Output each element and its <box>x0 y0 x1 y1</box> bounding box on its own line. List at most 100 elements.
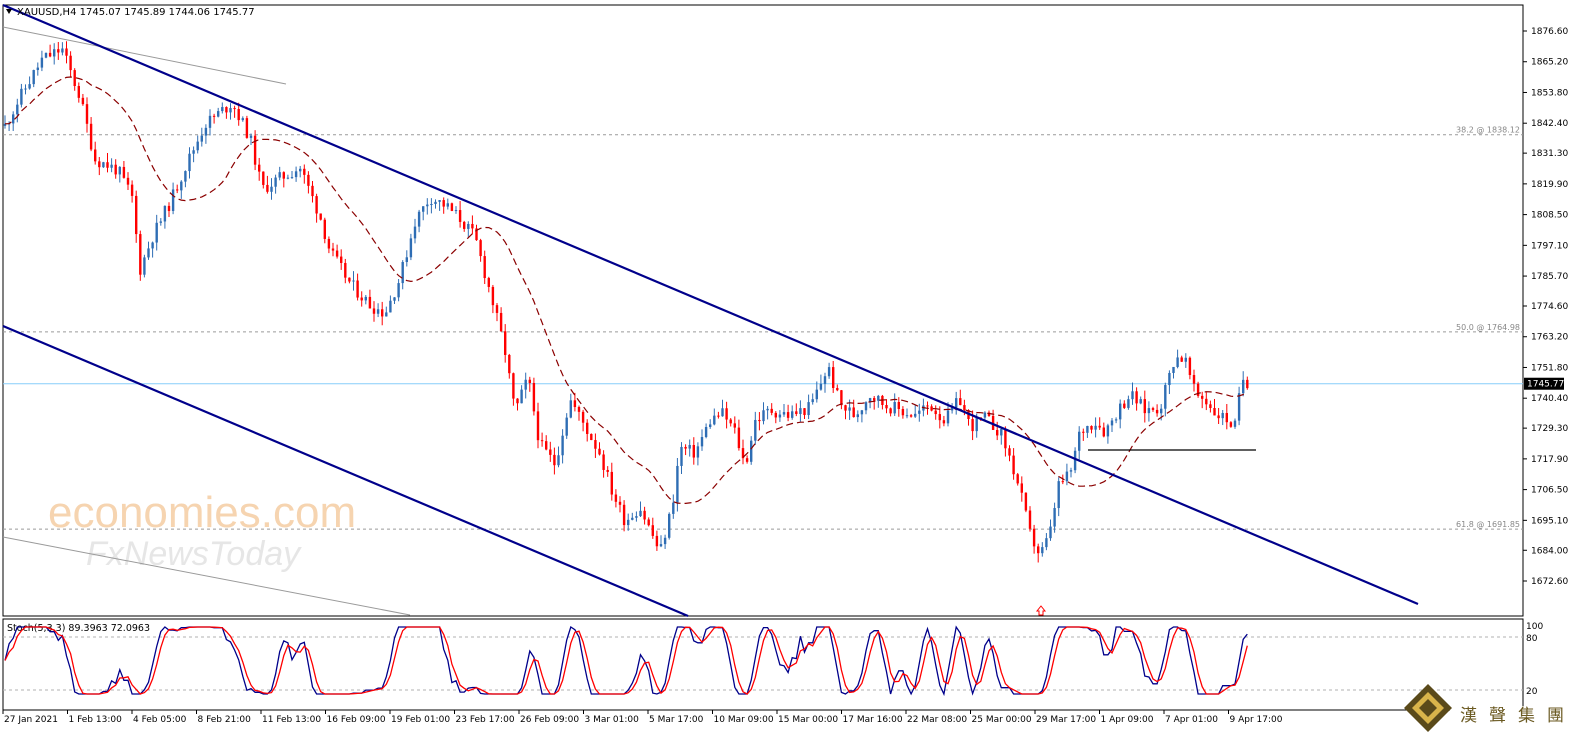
candle-body <box>401 262 404 284</box>
candle-body <box>627 519 630 526</box>
candle-body <box>335 250 339 257</box>
candle-body <box>422 206 425 212</box>
candle-body <box>614 494 618 502</box>
candle-body <box>413 226 417 239</box>
candle-body <box>114 164 117 175</box>
candle-body <box>102 162 105 168</box>
fib-level-label: 50.0 @ 1764.98 <box>1456 323 1520 332</box>
candle-body <box>106 162 109 168</box>
candle-body <box>495 305 499 313</box>
candle-body <box>65 48 68 56</box>
candle-body <box>971 419 974 432</box>
channel-upper-line[interactable] <box>2 3 1419 606</box>
candle-body <box>987 412 991 416</box>
candle-body <box>1123 403 1126 408</box>
candle-body <box>229 108 232 113</box>
candle-body <box>573 400 577 408</box>
candle-body <box>635 516 638 518</box>
candle-body <box>1020 483 1023 493</box>
candle-body <box>1184 357 1187 362</box>
candle-body <box>135 195 138 235</box>
candle-body <box>844 405 847 411</box>
price-tick-label: 1797.10 <box>1531 241 1568 251</box>
candle-body <box>1098 425 1101 428</box>
candle-body <box>897 402 900 409</box>
time-tick-label: 16 Feb 09:00 <box>327 715 386 725</box>
up-arrow-icon <box>1035 605 1047 616</box>
candle-body <box>807 402 810 416</box>
price-tick-label: 1706.50 <box>1531 486 1568 496</box>
candle-body <box>557 455 560 466</box>
time-tick-label: 22 Mar 08:00 <box>907 715 967 725</box>
candle-body <box>61 48 64 53</box>
triangle-down-icon[interactable] <box>6 9 12 14</box>
candle-body <box>1151 408 1155 410</box>
candle-body <box>196 141 199 151</box>
candle-body <box>545 441 548 450</box>
candle-body <box>397 283 400 298</box>
candle-body <box>499 312 503 332</box>
candle-body <box>1205 398 1208 405</box>
candle-body <box>1012 455 1015 475</box>
candle-body <box>651 525 654 536</box>
candle-body <box>1045 538 1048 548</box>
price-tick-label: 1876.60 <box>1531 27 1568 37</box>
candle-body <box>622 504 626 526</box>
candle-body <box>266 184 269 192</box>
candle-body <box>508 354 511 374</box>
time-tick-label: 1 Feb 13:00 <box>69 715 123 725</box>
candlestick-series <box>3 41 1249 563</box>
candle-body <box>1196 383 1200 396</box>
candle-body <box>873 398 876 401</box>
candle-body <box>553 454 556 466</box>
diamond-logo-icon <box>1404 684 1452 732</box>
candle-body <box>167 205 171 212</box>
time-tick-label: 19 Feb 01:00 <box>391 715 450 725</box>
candle-body <box>417 211 421 227</box>
candle-body <box>696 446 700 458</box>
candle-body <box>393 297 396 301</box>
candle-body <box>340 256 343 263</box>
time-tick-label: 23 Feb 17:00 <box>456 715 515 725</box>
candle-body <box>32 70 35 85</box>
channel-lower-line[interactable] <box>2 324 689 618</box>
candle-body <box>721 408 724 417</box>
candle-body <box>791 411 794 418</box>
candle-body <box>864 402 868 411</box>
candle-body <box>758 419 761 422</box>
brand-logo: 漢聲集團 <box>1404 684 1596 743</box>
candle-body <box>487 278 490 287</box>
candle-body <box>327 238 331 249</box>
candle-body <box>926 405 929 407</box>
candle-body <box>561 435 564 456</box>
candle-body <box>438 200 441 202</box>
candle-body <box>81 97 85 105</box>
candle-body <box>225 107 228 113</box>
grey-trendline-lower <box>2 536 411 616</box>
candle-body <box>836 387 839 391</box>
candle-body <box>1192 375 1196 384</box>
candle-body <box>282 172 285 179</box>
candle-body <box>684 446 687 449</box>
candle-body <box>1139 399 1142 404</box>
candle-body <box>344 262 347 278</box>
candle-body <box>618 501 622 505</box>
candle-body <box>504 331 507 355</box>
candle-body <box>278 172 281 178</box>
time-tick-label: 26 Feb 09:00 <box>520 715 579 725</box>
candle-body <box>249 135 253 138</box>
candle-body <box>319 213 322 220</box>
candle-body <box>208 115 212 128</box>
candle-body <box>815 389 818 400</box>
candle-body <box>536 411 540 441</box>
candle-body <box>475 228 478 241</box>
candle-body <box>524 379 527 390</box>
stoch-header: Stoch(5,3,3) 89.3963 72.0963 <box>7 623 150 634</box>
candle-body <box>188 153 191 172</box>
candle-body <box>458 210 462 222</box>
candle-body <box>212 115 216 117</box>
candle-body <box>130 184 134 196</box>
candle-body <box>713 415 716 425</box>
candle-body <box>1213 407 1216 416</box>
